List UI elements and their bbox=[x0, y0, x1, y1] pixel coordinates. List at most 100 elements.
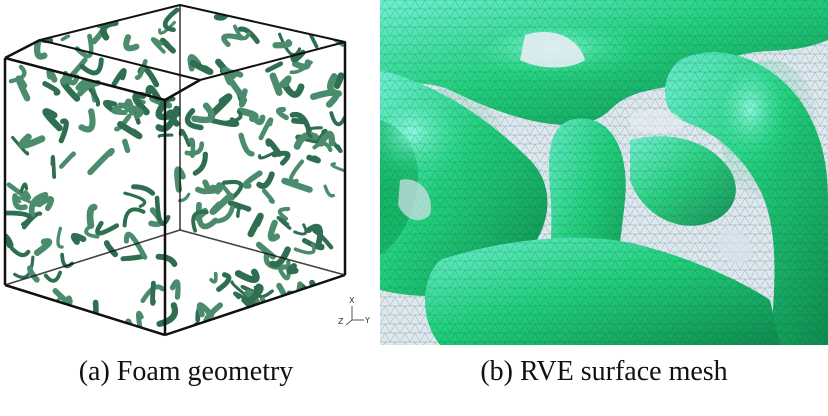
foam-strut bbox=[166, 109, 180, 127]
foam-strut bbox=[274, 311, 291, 330]
foam-strut bbox=[209, 192, 234, 215]
foam-strut bbox=[323, 184, 335, 198]
foam-strut bbox=[188, 137, 196, 158]
panel-a-caption: (a) Foam geometry bbox=[78, 356, 294, 387]
foam-strut bbox=[123, 231, 148, 260]
foam-strut bbox=[8, 64, 27, 84]
foam-strut bbox=[281, 177, 313, 193]
foam-strut bbox=[278, 259, 291, 281]
foam-strut bbox=[5, 230, 14, 249]
foam-strut bbox=[329, 111, 345, 127]
foam-strut bbox=[123, 34, 140, 52]
foam-strut bbox=[293, 11, 303, 31]
foam-strut bbox=[269, 72, 283, 96]
foam-strut bbox=[267, 219, 281, 242]
foam-strut bbox=[276, 106, 289, 121]
foam-strut bbox=[312, 141, 333, 153]
foam-strut bbox=[312, 5, 328, 22]
foam-strut bbox=[17, 23, 31, 41]
foam-strut bbox=[174, 166, 186, 193]
foam-strut bbox=[306, 154, 321, 164]
foam-strut bbox=[111, 68, 127, 87]
foam-strut bbox=[323, 277, 343, 295]
foam-strut bbox=[33, 5, 47, 15]
foam-strut bbox=[13, 255, 35, 279]
foam-strut bbox=[325, 278, 343, 300]
axis-triad: X Y Z bbox=[338, 296, 370, 326]
foam-strut bbox=[169, 279, 181, 300]
foam-strut bbox=[11, 135, 30, 156]
foam-strut bbox=[15, 196, 39, 207]
foam-strut bbox=[293, 223, 308, 236]
foam-strut bbox=[117, 102, 144, 119]
foam-strut bbox=[158, 20, 176, 35]
foam-strut bbox=[88, 87, 101, 107]
foam-strut bbox=[289, 60, 313, 75]
foam-strut bbox=[19, 182, 29, 194]
foam-struts bbox=[5, 5, 345, 335]
foam-strut bbox=[261, 188, 275, 204]
foam-strut bbox=[275, 75, 292, 91]
foam-strut bbox=[145, 84, 162, 102]
pore-openings bbox=[398, 31, 753, 263]
foam-strut bbox=[157, 133, 174, 138]
foam-strut bbox=[184, 108, 204, 131]
foam-strut bbox=[286, 263, 299, 275]
foam-strut bbox=[192, 151, 208, 176]
foam-strut bbox=[291, 117, 308, 125]
foam-strut bbox=[102, 99, 118, 113]
foam-strut bbox=[191, 102, 216, 124]
mesh-struts bbox=[380, 0, 828, 345]
foam-strut bbox=[9, 246, 31, 258]
foam-strut bbox=[236, 204, 250, 218]
axis-z-label: Z bbox=[338, 317, 344, 326]
foam-strut bbox=[195, 179, 211, 195]
foam-strut bbox=[12, 193, 28, 211]
foam-strut bbox=[327, 73, 343, 97]
foam-strut bbox=[78, 108, 96, 133]
foam-strut bbox=[256, 171, 275, 189]
foam-strut bbox=[221, 33, 245, 48]
foam-strut bbox=[271, 150, 291, 166]
foam-strut bbox=[122, 138, 131, 154]
foam-strut bbox=[74, 33, 94, 59]
foam-strut bbox=[209, 271, 218, 284]
foam-strut bbox=[59, 151, 76, 169]
foam-strut bbox=[60, 34, 71, 42]
foam-strut bbox=[6, 182, 32, 201]
foam-strut bbox=[287, 300, 306, 319]
foam-geometry-image: X Y Z bbox=[3, 4, 370, 337]
foam-strut bbox=[237, 26, 260, 44]
foam-strut bbox=[219, 110, 243, 126]
foam-strut bbox=[178, 128, 191, 147]
foam-strut bbox=[5, 210, 33, 227]
foam-strut bbox=[317, 25, 345, 47]
foam-strut bbox=[156, 302, 179, 327]
foam-strut bbox=[46, 68, 58, 83]
foam-strut bbox=[103, 240, 119, 258]
foam-strut bbox=[117, 121, 143, 140]
foam-strut bbox=[265, 61, 284, 73]
foam-strut bbox=[293, 131, 319, 150]
foam-strut bbox=[26, 265, 40, 283]
foam-strut bbox=[41, 8, 69, 35]
foam-strut bbox=[191, 209, 209, 233]
foam-strut bbox=[150, 280, 156, 306]
foam-strut bbox=[79, 57, 104, 76]
foam-strut bbox=[238, 88, 248, 108]
foam-strut bbox=[242, 170, 263, 189]
foam-strut bbox=[33, 238, 53, 256]
foam-strut bbox=[5, 296, 23, 310]
foam-strut bbox=[42, 81, 61, 96]
foam-strut bbox=[258, 117, 274, 141]
foam-strut bbox=[33, 39, 48, 60]
rve-surface-mesh-panel bbox=[380, 0, 828, 345]
foam-strut bbox=[238, 132, 255, 157]
foam-strut bbox=[246, 283, 264, 305]
foam-strut bbox=[155, 253, 178, 267]
foam-strut bbox=[42, 108, 63, 132]
foam-strut bbox=[36, 196, 55, 211]
rve-surface-mesh-image bbox=[380, 0, 828, 345]
bounding-cube bbox=[3, 4, 347, 337]
foam-strut bbox=[306, 126, 323, 139]
